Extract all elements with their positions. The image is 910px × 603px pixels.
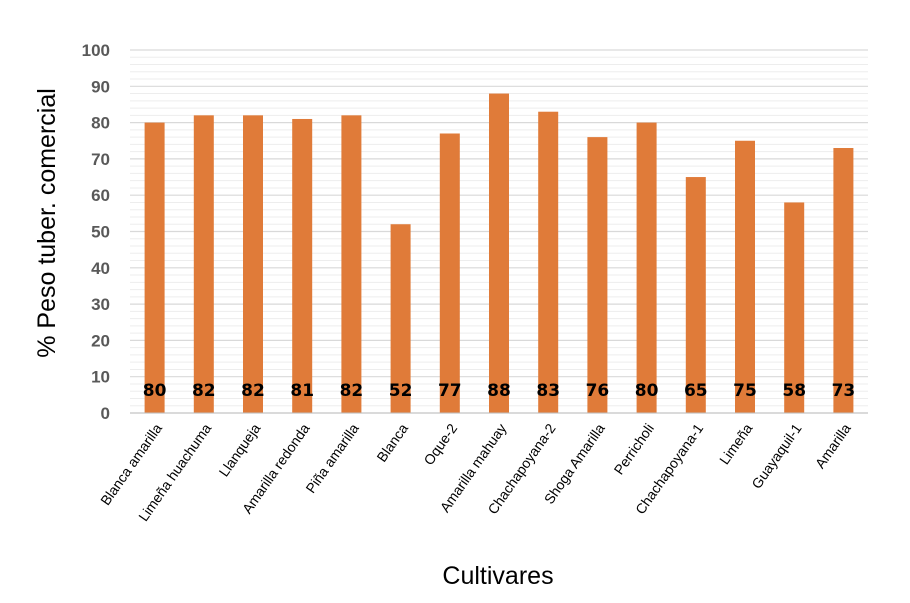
y-tick-label: 40	[91, 259, 110, 278]
data-labels: 80 82 82 81 82 52 77 88 83 76 80 65 75 58 73	[143, 381, 855, 401]
bar	[587, 137, 608, 413]
data-label: 80	[143, 381, 167, 401]
y-tick-label: 30	[91, 295, 110, 314]
y-tick-label: 50	[91, 223, 110, 242]
y-tick-label: 20	[91, 331, 110, 350]
bar	[833, 148, 854, 413]
y-tick-label: 70	[91, 150, 110, 169]
data-label: 76	[586, 381, 610, 401]
x-tick-label: Llanqueja	[216, 420, 264, 479]
data-label: 75	[733, 381, 757, 401]
bar	[784, 202, 805, 413]
y-tick-label: 80	[91, 114, 110, 133]
data-label: 77	[438, 381, 462, 401]
data-label: 52	[389, 381, 413, 401]
x-tick-label: Perricholi	[610, 421, 657, 478]
x-axis-title: Cultivares	[442, 562, 553, 590]
bar	[538, 111, 559, 414]
bar	[144, 122, 165, 413]
data-label: 82	[241, 381, 265, 401]
x-tick-label: Limeña	[716, 420, 756, 467]
y-tick-label: 90	[91, 77, 110, 96]
data-label: 81	[290, 381, 314, 401]
y-tick-label: 100	[82, 41, 110, 60]
x-tick-label: Blanca	[373, 420, 411, 464]
bar	[292, 118, 313, 413]
bars	[144, 93, 854, 414]
data-label: 83	[536, 381, 560, 401]
y-tick-label: 60	[91, 186, 110, 205]
y-axis-ticks: 0 10 20 30 40 50 60 70 80 90 100	[82, 41, 110, 423]
bar	[243, 115, 263, 413]
data-label: 82	[340, 381, 364, 401]
data-label: 58	[782, 381, 806, 401]
x-tick-label: Oque-2	[420, 420, 460, 468]
bar	[489, 93, 509, 413]
bar	[735, 140, 755, 413]
bar	[193, 115, 214, 413]
bar	[341, 115, 362, 413]
y-tick-label: 10	[91, 368, 110, 387]
data-label: 65	[684, 381, 708, 401]
bar	[685, 177, 706, 413]
bar	[439, 133, 460, 414]
x-tick-label: Guayaquil-1	[748, 420, 805, 491]
data-label: 88	[487, 381, 511, 401]
data-label: 73	[832, 381, 856, 401]
data-label: 80	[635, 381, 659, 401]
y-tick-label: 0	[101, 404, 110, 423]
x-tick-label: Piña amarilla	[302, 420, 362, 496]
x-tick-label: Amarilla	[812, 420, 854, 471]
bar	[390, 224, 411, 413]
bar	[636, 122, 657, 413]
data-label: 82	[192, 381, 216, 401]
y-axis-title: % Peso tuber. comercial	[33, 88, 61, 358]
